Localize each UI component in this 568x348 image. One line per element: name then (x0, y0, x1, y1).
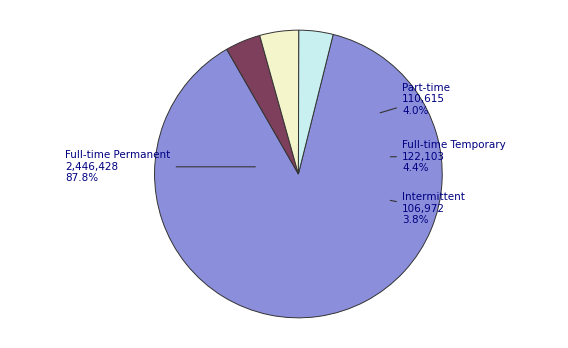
Text: Part-time
110,615
4.0%: Part-time 110,615 4.0% (380, 82, 450, 116)
Wedge shape (298, 30, 333, 174)
Wedge shape (227, 35, 298, 174)
Wedge shape (154, 34, 442, 318)
Wedge shape (260, 30, 299, 174)
Text: Full-time Permanent
2,446,428
87.8%: Full-time Permanent 2,446,428 87.8% (65, 150, 256, 183)
Text: Intermittent
106,972
3.8%: Intermittent 106,972 3.8% (390, 192, 465, 225)
Text: Full-time Temporary
122,103
4.4%: Full-time Temporary 122,103 4.4% (390, 140, 506, 173)
